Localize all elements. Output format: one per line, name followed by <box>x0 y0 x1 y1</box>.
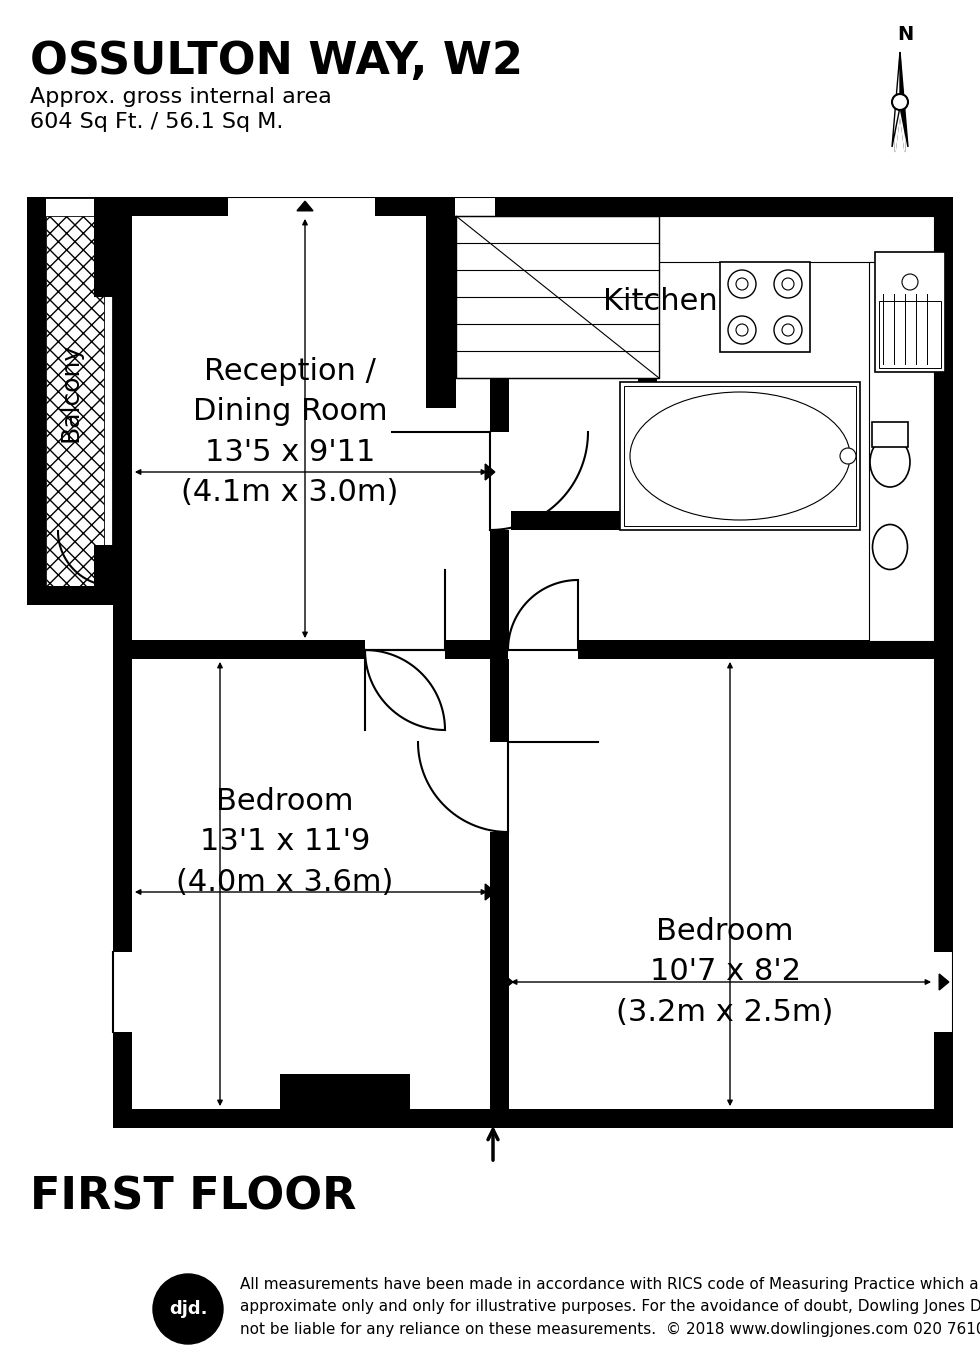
Bar <box>879 300 941 368</box>
Ellipse shape <box>870 438 910 487</box>
Bar <box>426 215 456 407</box>
Circle shape <box>728 270 756 298</box>
Bar <box>113 198 490 641</box>
Circle shape <box>774 316 802 344</box>
Bar <box>113 198 469 215</box>
Text: N: N <box>897 25 913 44</box>
Bar <box>113 952 132 1032</box>
Bar <box>455 198 495 215</box>
Ellipse shape <box>630 392 850 520</box>
Bar <box>113 659 490 1128</box>
Circle shape <box>774 270 802 298</box>
Bar <box>624 386 856 525</box>
Polygon shape <box>297 1114 313 1124</box>
Text: Approx. gross internal area: Approx. gross internal area <box>30 86 332 107</box>
Bar <box>720 262 810 353</box>
Bar <box>490 742 511 831</box>
Text: Bedroom
10'7 x 8'2
(3.2m x 2.5m): Bedroom 10'7 x 8'2 (3.2m x 2.5m) <box>616 916 834 1028</box>
Bar <box>113 198 132 1128</box>
Text: Bedroom
13'1 x 11'9
(4.0m x 3.6m): Bedroom 13'1 x 11'9 (4.0m x 3.6m) <box>176 788 394 897</box>
Polygon shape <box>722 1114 738 1124</box>
Bar <box>872 423 908 447</box>
Bar <box>113 639 953 659</box>
Polygon shape <box>939 974 949 991</box>
Bar <box>953 0 980 1372</box>
Text: Reception /
Dining Room
13'5 x 9'11
(4.1m x 3.0m): Reception / Dining Room 13'5 x 9'11 (4.1… <box>181 357 399 508</box>
Bar <box>869 262 934 641</box>
Bar <box>27 605 113 1128</box>
Circle shape <box>728 316 756 344</box>
Polygon shape <box>722 645 738 654</box>
Bar <box>228 198 375 215</box>
Bar <box>508 510 638 530</box>
Bar <box>27 198 113 605</box>
Bar <box>94 545 132 605</box>
Bar <box>113 1109 953 1128</box>
Text: FIRST FLOOR: FIRST FLOOR <box>30 1176 357 1218</box>
Text: Balcony: Balcony <box>58 343 82 442</box>
Circle shape <box>782 279 794 289</box>
Circle shape <box>902 274 918 289</box>
Bar <box>27 198 46 605</box>
Bar <box>94 198 132 296</box>
Bar <box>113 198 953 215</box>
Polygon shape <box>895 52 905 152</box>
Bar <box>934 198 953 1128</box>
Bar <box>0 1128 953 1372</box>
Bar <box>508 198 953 641</box>
Bar <box>27 605 113 1128</box>
Polygon shape <box>900 52 908 147</box>
Circle shape <box>736 324 748 336</box>
Bar <box>875 252 945 372</box>
Text: djd.: djd. <box>169 1301 207 1318</box>
Polygon shape <box>297 645 313 654</box>
Bar <box>0 0 980 198</box>
Circle shape <box>892 95 908 110</box>
Circle shape <box>782 324 794 336</box>
Bar <box>27 198 113 605</box>
Text: All measurements have been made in accordance with RICS code of Measuring Practi: All measurements have been made in accor… <box>240 1277 980 1336</box>
Bar <box>365 638 445 659</box>
Bar <box>0 1128 980 1372</box>
Circle shape <box>153 1275 223 1345</box>
Polygon shape <box>297 645 313 654</box>
Text: Kitchen: Kitchen <box>603 288 717 317</box>
Polygon shape <box>297 202 313 211</box>
Bar <box>490 432 511 530</box>
Polygon shape <box>485 464 495 480</box>
Bar <box>490 198 509 1128</box>
Polygon shape <box>485 884 495 900</box>
Bar <box>280 1074 410 1109</box>
Bar <box>46 215 104 586</box>
Bar <box>638 215 657 530</box>
Text: OSSULTON WAY, W2: OSSULTON WAY, W2 <box>30 41 523 84</box>
Ellipse shape <box>872 524 907 569</box>
Polygon shape <box>503 974 513 991</box>
Bar <box>508 215 934 262</box>
Polygon shape <box>118 464 126 480</box>
Bar <box>46 215 104 586</box>
Bar <box>934 952 953 1032</box>
Bar <box>620 381 860 530</box>
Bar <box>0 0 27 1372</box>
Text: 604 Sq Ft. / 56.1 Sq M.: 604 Sq Ft. / 56.1 Sq M. <box>30 113 283 132</box>
Circle shape <box>840 449 856 464</box>
Polygon shape <box>892 52 900 147</box>
Polygon shape <box>118 884 126 900</box>
Bar <box>508 638 578 659</box>
Circle shape <box>736 279 748 289</box>
Bar <box>0 0 980 198</box>
Bar <box>508 659 953 1128</box>
Polygon shape <box>895 52 905 152</box>
Bar <box>456 215 659 379</box>
Bar <box>27 586 132 605</box>
